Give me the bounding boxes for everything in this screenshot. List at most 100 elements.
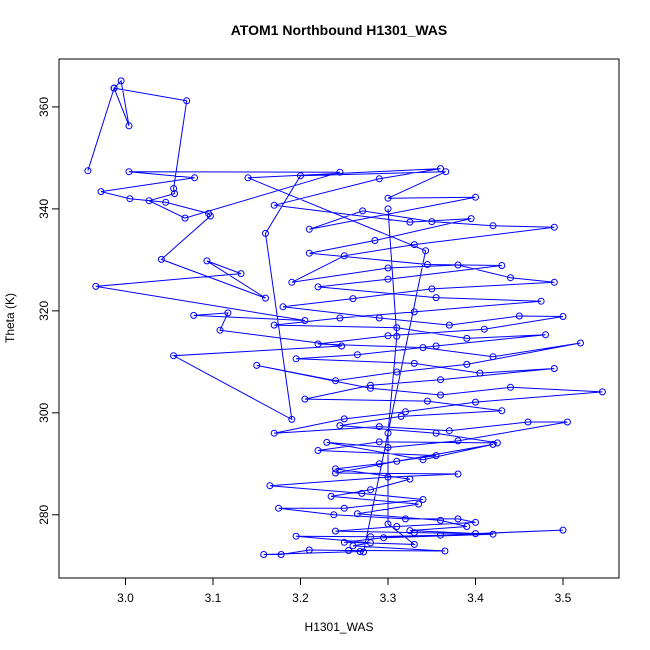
data-point <box>422 247 430 255</box>
data-point <box>384 264 392 272</box>
data-point <box>410 540 418 548</box>
data-point <box>224 309 232 317</box>
data-point <box>84 167 92 175</box>
data-point <box>353 351 361 359</box>
y-tick-label: 280 <box>37 504 51 524</box>
data-point <box>279 303 287 311</box>
data-point <box>190 311 198 319</box>
data-point <box>375 423 383 431</box>
data-point <box>489 530 497 538</box>
data-point <box>349 542 357 550</box>
data-point <box>384 444 392 451</box>
data-point <box>110 84 118 92</box>
data-point <box>367 486 374 494</box>
data-point <box>183 97 191 105</box>
x-tick-label: 3.2 <box>292 591 309 605</box>
data-point <box>480 325 488 333</box>
data-point <box>305 225 313 233</box>
data-point <box>437 391 444 399</box>
data-point <box>305 249 313 257</box>
data-point <box>384 473 392 481</box>
data-point <box>360 548 367 556</box>
data-point <box>406 527 414 535</box>
data-point <box>275 504 283 512</box>
data-point <box>157 255 165 263</box>
data-point <box>266 482 274 490</box>
data-point <box>410 308 418 316</box>
data-point <box>327 492 335 500</box>
x-axis: 3.0 3.1 3.2 3.3 3.4 3.5 <box>117 577 572 605</box>
data-point <box>314 340 322 348</box>
data-point <box>384 275 392 283</box>
data-point <box>419 456 427 464</box>
data-point <box>445 427 453 435</box>
data-point <box>349 295 357 303</box>
data-point <box>454 470 462 478</box>
data-point <box>432 342 440 350</box>
data-point <box>323 438 331 446</box>
data-point <box>406 475 414 483</box>
data-point <box>507 383 514 391</box>
x-axis-label: H1301_WAS <box>305 620 374 634</box>
data-point <box>463 523 471 530</box>
data-point <box>203 257 211 265</box>
data-point <box>375 175 383 183</box>
data-point <box>145 197 153 205</box>
data-point <box>336 314 344 322</box>
data-point <box>297 172 304 180</box>
data-point <box>262 294 269 302</box>
data-point <box>472 530 479 538</box>
data-point <box>301 395 309 403</box>
data-point <box>498 262 506 269</box>
data-point <box>393 332 401 340</box>
data-point <box>367 381 374 389</box>
data-point <box>384 194 392 202</box>
data-point <box>375 438 383 446</box>
data-point <box>375 460 383 468</box>
data-point <box>402 408 409 416</box>
data-point <box>493 439 501 447</box>
data-point <box>393 324 401 332</box>
data-point <box>162 198 170 206</box>
data-point <box>507 274 514 282</box>
x-tick-label: 3.0 <box>117 591 134 605</box>
data-point <box>437 531 444 539</box>
data-point <box>181 214 189 222</box>
data-point <box>332 465 339 473</box>
data-point <box>463 334 471 342</box>
data-point <box>489 353 497 361</box>
y-tick-label: 340 <box>37 199 51 219</box>
data-point <box>423 261 431 268</box>
data-point <box>356 548 364 555</box>
data-point <box>577 339 584 347</box>
data-point <box>472 193 479 201</box>
data-point <box>375 314 383 322</box>
data-point <box>237 270 245 278</box>
series-line <box>87 79 603 555</box>
data-point <box>314 283 322 291</box>
data-point <box>92 282 100 290</box>
x-tick-label: 3.4 <box>467 591 484 605</box>
data-point <box>550 223 558 231</box>
data-point <box>301 317 309 324</box>
x-tick-label: 3.1 <box>205 591 222 605</box>
data-point <box>260 551 268 558</box>
data-point <box>353 510 361 518</box>
data-point <box>489 222 497 230</box>
data-point <box>454 515 462 523</box>
data-point <box>419 496 427 503</box>
data-point <box>206 212 214 220</box>
data-point <box>191 174 199 182</box>
data-point <box>489 440 497 448</box>
data-point <box>340 415 348 423</box>
y-tick-label: 320 <box>37 301 51 321</box>
data-point <box>367 384 374 392</box>
data-point <box>559 526 567 534</box>
data-point <box>338 342 346 350</box>
data-point <box>305 546 313 554</box>
data-point <box>410 241 418 249</box>
data-point <box>402 515 409 523</box>
